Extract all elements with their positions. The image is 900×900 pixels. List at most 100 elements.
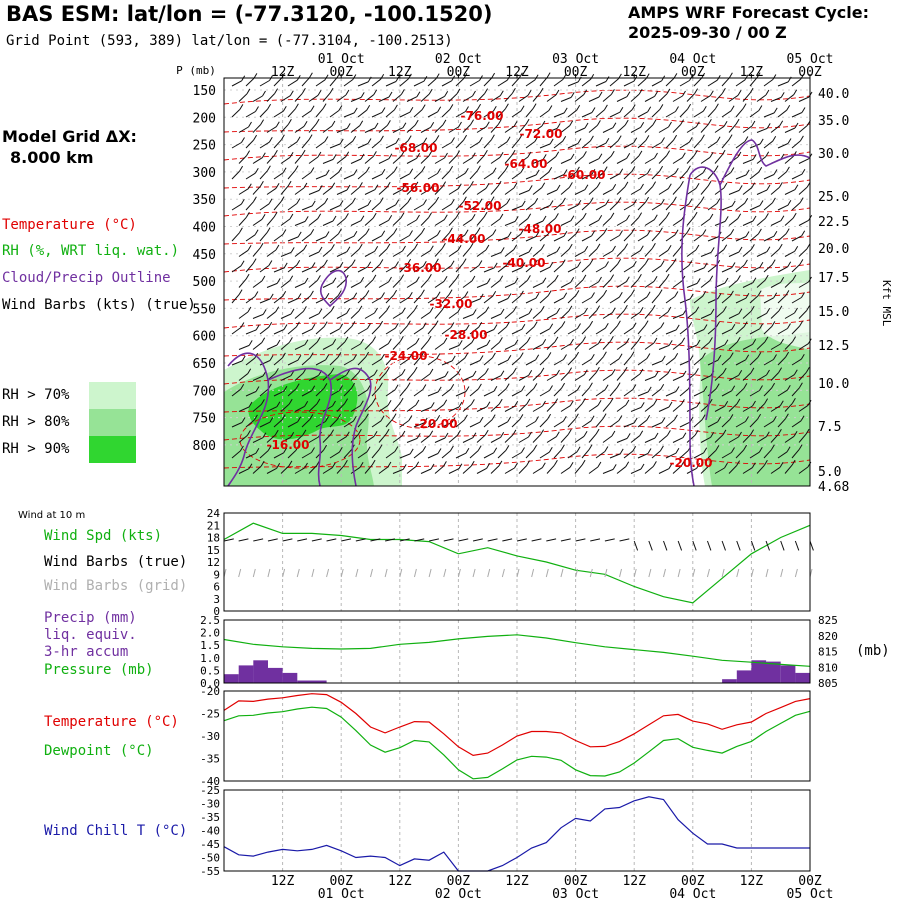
wind-barb — [715, 321, 720, 328]
wind-barb — [672, 124, 681, 133]
wind-barb — [743, 259, 748, 266]
wind-barb — [483, 211, 488, 218]
precip-bar — [311, 680, 327, 683]
wind-barb — [735, 236, 747, 242]
wind-barb — [492, 290, 497, 297]
wind-barb — [273, 267, 285, 273]
wind-barb — [329, 328, 340, 335]
wind-barb — [553, 297, 564, 304]
wind-barb — [252, 280, 263, 288]
wind-barb — [490, 403, 500, 412]
wind-barb — [415, 399, 420, 406]
top-hour-label: 12Z — [622, 65, 646, 80]
wind-barb — [533, 383, 538, 389]
wind-barb — [700, 134, 705, 141]
wind-barb — [553, 140, 564, 149]
wind-barb — [749, 77, 758, 87]
wind-barb — [770, 372, 779, 381]
wind-barb — [504, 405, 515, 412]
wind-barb — [386, 181, 391, 188]
wind-barb-10m-grid — [501, 568, 505, 578]
wind-barb — [269, 355, 274, 361]
wind-barb — [343, 140, 354, 149]
wind-barb — [266, 282, 278, 288]
wind-barb — [238, 289, 243, 295]
wind-barb — [577, 323, 581, 329]
wind-barb — [252, 247, 261, 257]
wind-barb — [470, 119, 475, 125]
pressure-unit-label: (mb) — [856, 643, 890, 659]
wind-barb — [567, 204, 579, 211]
wind-barb — [448, 227, 453, 234]
wind-barb — [296, 136, 301, 143]
wind-barb — [742, 467, 753, 474]
wind-barb — [540, 429, 545, 435]
wind-barb — [427, 453, 439, 459]
pressure-axis-title: P (mb) — [176, 64, 216, 77]
wind-barb — [514, 401, 519, 407]
wind-barb — [745, 169, 750, 176]
height-tick-label: 30.0 — [818, 147, 849, 162]
wind-barb — [668, 401, 673, 408]
wind-barb — [665, 329, 677, 335]
wind-barb — [245, 296, 256, 304]
wind-barb — [693, 329, 705, 335]
wind-barb — [287, 326, 297, 335]
wind-barb — [478, 136, 483, 143]
wind-barb — [260, 460, 265, 467]
pressure-tick-label: 800 — [193, 439, 216, 454]
wind-barb — [757, 413, 762, 420]
wind-barb — [526, 398, 531, 405]
wind-barb — [609, 387, 618, 397]
wind-barb — [791, 325, 800, 335]
wind-barb — [567, 328, 578, 335]
wind-barb — [581, 387, 590, 397]
wind-barb — [528, 431, 532, 438]
wind-barb — [231, 327, 242, 335]
wind-barb — [528, 370, 533, 376]
wind-barb — [611, 369, 616, 375]
wind-barb — [332, 215, 337, 222]
wind-barb — [295, 321, 300, 328]
wind-barb — [603, 166, 608, 172]
wind-barb — [472, 370, 477, 377]
wind-barb — [556, 123, 561, 129]
wind-barb — [791, 449, 800, 459]
wind-barb — [338, 446, 343, 453]
wind-barb — [420, 278, 429, 288]
wind-barb — [423, 417, 428, 424]
wind-barb — [665, 201, 674, 211]
wind-barb — [749, 171, 760, 180]
cloud-outline — [719, 139, 811, 186]
wind-barb — [409, 168, 414, 175]
wind-barb — [339, 261, 344, 268]
wind-barb — [549, 200, 554, 206]
wind-barb — [623, 171, 633, 180]
wind-barb — [742, 405, 753, 412]
wind-barb — [567, 109, 578, 118]
wind-barb — [658, 93, 668, 102]
wind-barb — [547, 413, 552, 420]
wind-barb — [637, 111, 648, 118]
wind-barb — [240, 383, 245, 390]
wind-barb — [247, 368, 252, 374]
wind-barb — [518, 156, 529, 164]
wind-barb — [787, 199, 792, 206]
wind-barb — [374, 184, 379, 190]
wind-barb — [770, 220, 782, 226]
wind-barb — [542, 215, 547, 222]
wind-barb — [448, 188, 459, 195]
wind-barb — [442, 461, 447, 467]
wind-barb — [343, 79, 354, 87]
wind-barb — [667, 245, 672, 251]
pressure-tick-label: 805 — [818, 677, 838, 690]
wind-barb — [602, 312, 613, 319]
wind-barb — [379, 320, 384, 327]
wind-barb — [288, 460, 293, 467]
wind-barb — [351, 259, 356, 265]
wind-barb — [259, 80, 270, 87]
wind-barb — [624, 243, 629, 249]
wind-barb — [554, 213, 559, 219]
wind-barb — [406, 342, 417, 350]
wind-barb — [575, 166, 580, 173]
